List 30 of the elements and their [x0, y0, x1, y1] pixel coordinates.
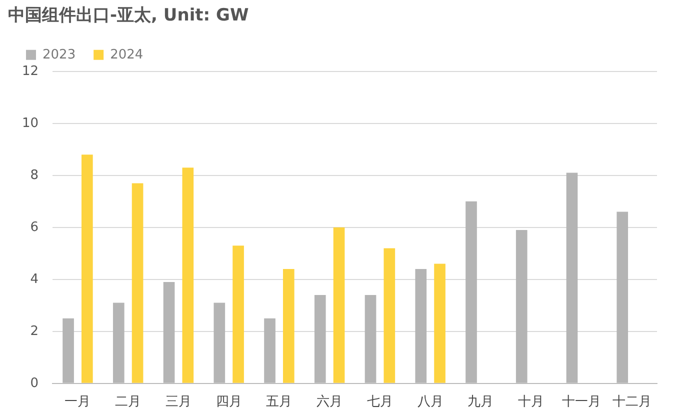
bar — [132, 183, 144, 383]
x-tick-label: 一月 — [64, 394, 91, 410]
chart-title: 中国组件出口-亚太, Unit: GW — [8, 6, 249, 26]
x-tick-label: 三月 — [165, 394, 192, 410]
bar — [282, 269, 294, 383]
y-tick-label: 8 — [30, 168, 39, 183]
bar — [232, 246, 244, 383]
legend-label: 2024 — [110, 47, 144, 62]
y-tick-label: 6 — [30, 220, 39, 235]
x-tick-label: 五月 — [266, 394, 292, 410]
bar — [384, 248, 396, 383]
x-tick-label: 七月 — [366, 394, 393, 410]
x-tick-label: 六月 — [316, 394, 343, 410]
y-tick-label: 10 — [22, 116, 39, 131]
bar — [434, 264, 446, 383]
x-tick-label: 十月 — [518, 394, 544, 410]
y-tick-label: 2 — [30, 324, 39, 339]
legend-label: 2023 — [42, 47, 76, 62]
y-tick-label: 0 — [30, 376, 39, 391]
x-tick-label: 二月 — [115, 394, 142, 410]
x-tick-label: 四月 — [216, 394, 242, 410]
bar — [82, 154, 93, 383]
y-tick-label: 12 — [22, 64, 39, 79]
x-tick-label: 九月 — [468, 394, 494, 410]
bar — [182, 168, 194, 383]
x-tick-label: 十二月 — [612, 394, 652, 410]
bar — [333, 227, 345, 383]
x-tick-label: 十一月 — [562, 394, 601, 410]
y-tick-label: 4 — [30, 272, 39, 287]
x-tick-label: 八月 — [417, 394, 444, 410]
